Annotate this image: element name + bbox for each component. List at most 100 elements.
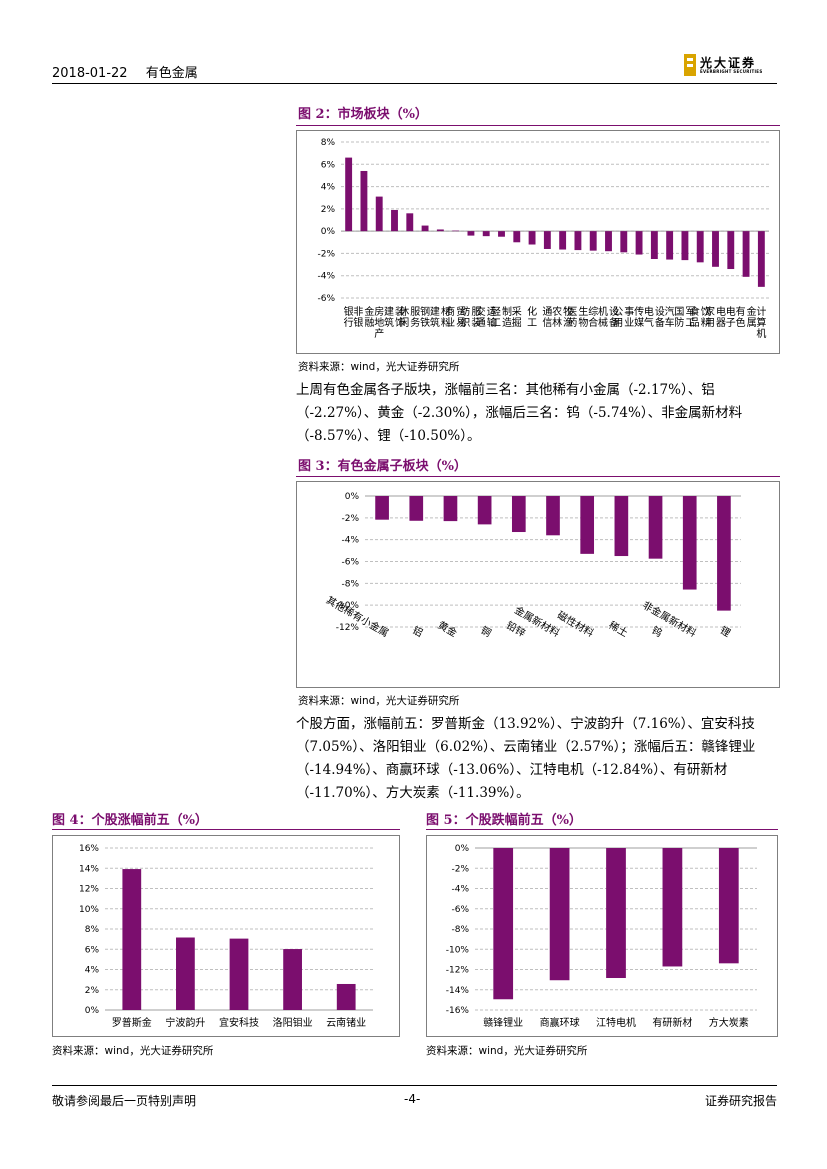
page-number: -4- [404,1092,421,1106]
fig2-bar [375,196,383,232]
fig4-chart: 16% 14% 12% 10% 8% 6% 4% 2% 0% 罗普斯金 宁波韵升 宜安科技 洛阳钼业 云南… [52,835,400,1037]
fig4-tick-label: 6% [85,945,100,955]
fig5-tick-label: -10% [446,945,470,955]
fig5-category-label: 商赢环球 [540,1016,580,1029]
fig2-category-label: 非银金融 [353,305,374,329]
fig3-tick-label: -4% [341,536,359,546]
fig2-tick-label: -2% [317,249,335,259]
fig4-bar [283,949,302,1010]
fig2-category-label: 电气设备 [644,305,665,329]
fig2-category-label: 有色金属 [736,305,757,329]
fig2-bar [696,231,704,263]
fig3-bar [614,496,629,557]
fig3-tick-label: -6% [341,558,359,568]
fig2-category-label: 房地产 [374,305,384,340]
fig5-title-rule [426,829,778,830]
fig4-tick-label: 2% [85,986,100,996]
fig3-category-label: 钨 [649,623,664,639]
fig2-category-label: 电子 [726,305,736,329]
fig3-bar [443,496,458,522]
fig5-bar [718,848,739,964]
fig3-bar [409,496,424,521]
fig3-bar [375,496,389,520]
fig4-category-label: 宁波韵升 [165,1016,205,1029]
fig3-source: 资料来源：wind，光大证券研究所 [298,695,460,707]
fig5-tick-label: -16% [446,1006,470,1016]
fig2-bar [528,231,536,245]
fig5-bar [606,848,626,979]
fig3-title: 图 3：有色金属子板块（%） [298,459,467,474]
fig5-category-label: 赣锋锂业 [483,1016,523,1029]
fig2-category-label: 商业贸易 [445,305,466,329]
fig5-chart: 0% -2% -4% -6% -8% -10% -12% -14% -16% 赣锋锂业 商赢环球 江特… [426,835,778,1037]
fig2-bar [727,231,735,270]
fig2-tick-label: 4% [321,183,336,193]
fig2-bar [589,231,597,251]
fig2-bar [666,231,674,260]
fig2-category-label: 机械设备 [598,305,619,329]
header-divider [52,83,777,84]
footer-disclaimer: 敬请参阅最后一页特别声明 [52,1094,197,1108]
fig2-category-label: 通信 [542,306,552,329]
fig2-tick-label: 8% [321,138,336,148]
fig2-bar [406,213,414,232]
fig5-tick-label: 0% [455,844,470,854]
fig2-bar [620,231,628,253]
fig2-category-label: 钢铁 [420,305,430,329]
fig2-tick-label: 0% [321,227,336,237]
fig2-bar [712,231,719,267]
fig3-category-label: 稀土 [607,618,631,639]
fig4-tick-label: 16% [79,844,99,854]
fig4-bar [176,937,195,1010]
fig5-category-label: 方大炭素 [709,1016,749,1029]
fig3-tick-label: -12% [336,623,360,633]
fig4-category-label: 罗普斯金 [112,1016,152,1029]
company-logo [682,52,778,78]
fig2-category-label: 国防军工 [674,306,695,329]
fig2-category-label: 轻工制造 [491,305,512,329]
fig4-category-label: 云南锗业 [326,1016,366,1029]
fig3-category-label: 黄金 [436,618,460,639]
fig3-svg: 0%-2%-4%-6%-8%-10%-12%其他稀有小金属铝黄金铜铅锌金属新材料… [324,492,741,640]
fig3-tick-label: -2% [341,514,359,524]
fig2-bar [757,231,765,287]
fig2-category-label: 家用电器 [705,305,726,329]
fig5-tick-label: -4% [451,885,469,895]
fig2-bar [559,231,567,250]
report-header: 2018-01-22 有色金属 [52,62,198,81]
fig3-title-rule [296,476,780,477]
fig2-bar [345,157,353,232]
fig2-category-label: 汽车 [665,305,675,329]
fig4-source: 资料来源：wind，光大证券研究所 [52,1045,214,1057]
fig4-bar [336,983,356,1010]
fig2-svg: 8% 6% 4% 2% 0% -2% -4% -6% 银行非银金融房地产建筑装饰休闲服务钢铁建筑… [317,138,769,340]
fig3-bar [648,496,663,559]
fig2-category-label: 综合 [588,305,598,329]
fig3-tick-label: 0% [345,492,360,502]
fig4-title: 图 4：个股涨幅前五（%） [52,813,208,828]
paragraph-subsector: 上周有色金属各子版块，涨幅前三名：其他稀有小金属（-2.17%）、铝（-2.27… [296,382,743,444]
fig4-category-label: 洛阳钼业 [273,1016,313,1029]
fig4-tick-label: 10% [79,905,99,915]
fig2-category-label: 传媒 [634,306,644,329]
fig5-category-label: 江特电机 [596,1016,636,1029]
fig4-tick-label: 14% [79,864,99,874]
fig5-tick-label: -8% [451,925,469,935]
fig5-tick-label: -2% [451,864,469,874]
fig4-bar [122,869,142,1010]
fig2-bar [543,231,551,249]
fig2-category-label: 采掘 [512,306,522,329]
fig2-chart: 8% 6% 4% 2% 0% -2% -4% -6% 银行 非银金融 房地产 建筑装饰 休闲服务 钢铁 建筑… [296,130,780,354]
fig2-bar [452,230,460,232]
fig3-bar [511,496,526,533]
fig5-tick-label: -6% [451,905,469,915]
fig2-tick-label: -6% [317,294,335,304]
fig2-category-label: 休闲服务 [399,306,420,329]
report-date: 2018-01-22 [52,66,128,81]
fig3-bar [682,496,697,590]
fig2-bar [467,231,475,236]
fig2-tick-label: 2% [321,205,336,215]
fig5-bar [662,848,683,967]
fig2-title-rule [296,125,780,126]
fig3-bar [477,496,492,525]
